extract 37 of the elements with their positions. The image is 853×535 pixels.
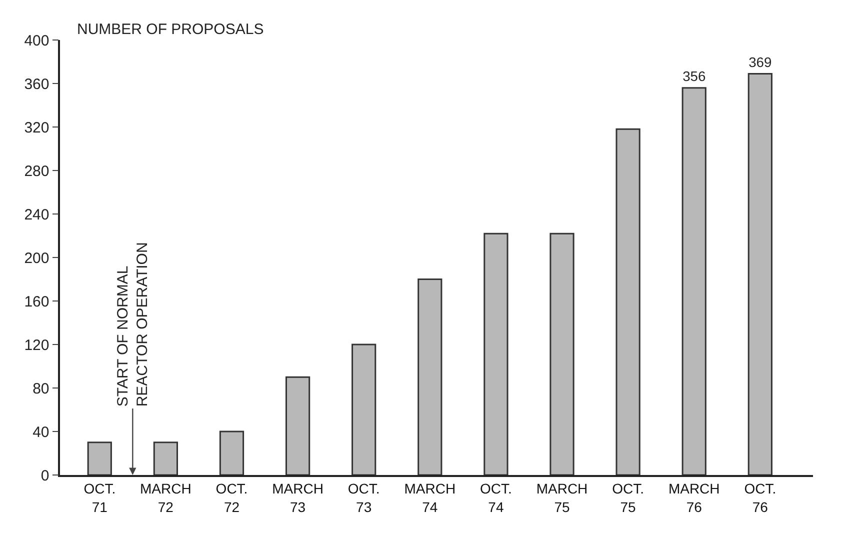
y-tick-label: 400 [24, 32, 50, 50]
x-tick-label: MARCH 73 [272, 480, 324, 515]
y-tick-label: 360 [24, 76, 50, 93]
x-tick-label: OCT. 73 [348, 480, 380, 515]
y-tick-label: 280 [24, 162, 50, 180]
x-tick-label: MARCH 74 [404, 480, 456, 515]
bar [352, 344, 376, 475]
y-tick-label: 0 [40, 467, 50, 484]
bar [418, 278, 442, 475]
y-tick-label: 40 [32, 424, 50, 441]
x-tick-label: MARCH 75 [536, 480, 588, 515]
y-tick-label: 240 [24, 206, 50, 224]
x-tick-label: MARCH 72 [140, 480, 192, 515]
y-tick-label: 160 [24, 293, 50, 310]
data-label: 356 [682, 68, 706, 84]
bar [87, 442, 112, 475]
bar [616, 128, 640, 475]
bar [682, 87, 706, 475]
annotation: START OF NORMAL REACTOR OPERATION [114, 242, 152, 407]
data-label: 369 [748, 54, 772, 70]
x-tick-label: OCT. 74 [480, 480, 512, 515]
x-tick-label: OCT. 76 [744, 480, 776, 515]
bar [219, 430, 244, 475]
x-tick-label: MARCH 76 [668, 480, 720, 515]
y-tick-label: 200 [24, 250, 50, 267]
bar [748, 72, 772, 475]
y-tick-label: 120 [24, 336, 50, 354]
y-tick-label: 80 [32, 380, 50, 398]
y-axis-title: NUMBER OF PROPOSALS [77, 21, 264, 38]
bar [550, 232, 574, 475]
y-tick-label: 320 [24, 119, 50, 136]
bar [153, 442, 178, 475]
x-tick-label: OCT. 75 [612, 480, 644, 515]
bar [285, 376, 310, 475]
bar [484, 232, 508, 475]
x-tick-label: OCT. 71 [84, 480, 116, 515]
x-tick-label: OCT. 72 [216, 480, 248, 515]
